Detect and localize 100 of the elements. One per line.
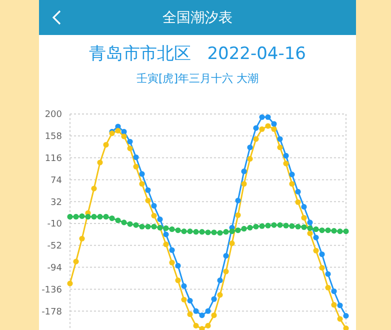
point xyxy=(121,134,127,140)
point xyxy=(121,128,127,135)
point xyxy=(193,322,199,328)
point xyxy=(73,214,79,220)
point xyxy=(343,228,349,234)
point xyxy=(289,181,295,187)
point xyxy=(217,292,223,298)
point xyxy=(259,114,265,120)
point xyxy=(295,224,301,230)
y-tick-label: -178 xyxy=(42,307,62,318)
point xyxy=(241,168,247,174)
point xyxy=(289,223,295,229)
point xyxy=(211,230,217,236)
y-tick-label: 116 xyxy=(44,154,62,164)
point xyxy=(253,125,259,131)
point xyxy=(301,214,307,221)
point xyxy=(337,228,343,234)
point xyxy=(157,216,163,222)
point xyxy=(241,226,247,232)
point xyxy=(91,214,97,220)
point xyxy=(151,212,157,218)
point xyxy=(163,225,169,231)
point xyxy=(289,172,295,178)
point xyxy=(67,214,73,220)
point xyxy=(241,181,247,187)
point xyxy=(139,224,145,230)
point xyxy=(133,164,139,170)
point xyxy=(223,229,229,235)
point xyxy=(205,308,211,314)
point xyxy=(295,199,301,205)
point xyxy=(175,262,181,269)
point xyxy=(127,138,133,144)
point xyxy=(85,214,91,220)
point xyxy=(259,223,265,229)
point xyxy=(109,215,115,222)
point xyxy=(139,181,145,187)
point xyxy=(247,144,253,150)
y-tick-label: 200 xyxy=(44,110,62,120)
point xyxy=(271,222,277,228)
point xyxy=(187,311,193,318)
point xyxy=(151,224,157,230)
y-tick-label: -136 xyxy=(42,285,62,296)
point xyxy=(139,171,145,177)
point xyxy=(283,152,289,159)
point xyxy=(247,156,253,162)
point xyxy=(313,248,319,254)
point xyxy=(127,221,133,227)
point xyxy=(235,212,241,218)
point xyxy=(307,230,313,236)
point xyxy=(301,204,307,210)
point xyxy=(283,222,289,228)
point xyxy=(265,123,271,129)
point xyxy=(115,128,121,134)
point xyxy=(97,160,103,166)
point xyxy=(295,188,301,194)
point xyxy=(319,265,325,271)
point xyxy=(229,240,235,246)
text: 全国潮汐表 xyxy=(162,8,232,26)
point xyxy=(163,232,169,238)
point xyxy=(331,302,337,308)
point xyxy=(163,242,169,248)
point xyxy=(115,218,121,224)
point xyxy=(79,213,85,219)
point xyxy=(229,228,235,234)
point xyxy=(205,322,211,328)
point xyxy=(235,227,241,234)
point xyxy=(325,284,331,290)
point xyxy=(301,224,307,230)
y-tick-label: 74 xyxy=(50,176,62,186)
y-tick-label: 158 xyxy=(44,132,62,142)
point xyxy=(103,214,109,220)
point xyxy=(223,268,229,274)
point xyxy=(337,302,343,308)
point xyxy=(145,187,151,193)
point xyxy=(211,296,217,302)
point xyxy=(205,230,211,236)
point xyxy=(313,234,319,240)
point xyxy=(253,136,259,142)
point xyxy=(187,298,193,304)
point xyxy=(253,224,259,230)
point xyxy=(277,222,283,228)
point xyxy=(265,222,271,228)
point xyxy=(223,253,229,259)
point xyxy=(145,198,151,204)
point xyxy=(181,228,187,234)
point xyxy=(247,224,253,230)
y-tick-label: 32 xyxy=(50,198,62,208)
point xyxy=(91,186,97,192)
point xyxy=(67,280,73,286)
point xyxy=(199,312,205,318)
point xyxy=(133,222,139,228)
point xyxy=(319,227,325,234)
point xyxy=(73,258,79,264)
point xyxy=(79,236,85,242)
point xyxy=(277,136,283,142)
y-tick-label: -52 xyxy=(47,242,62,252)
point xyxy=(103,142,109,148)
point xyxy=(97,214,103,220)
point xyxy=(121,220,127,226)
point xyxy=(265,114,271,120)
